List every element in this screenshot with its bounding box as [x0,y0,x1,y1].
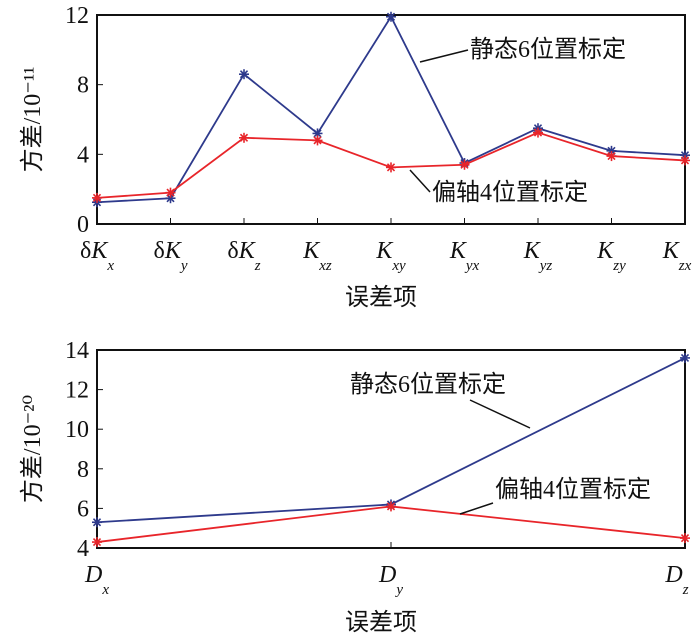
data-point [386,162,396,173]
x-tick-label: Kzy [596,238,626,274]
y-axis-label: 方差/10⁻²⁰ [19,395,46,503]
data-point [239,69,249,80]
annotation-leader [459,502,494,515]
legend-label: 偏轴4位置标定 [432,179,588,206]
chart-0 [92,11,690,225]
x-tick-label: Kyz [523,238,553,274]
series-line-1 [96,505,686,543]
data-point [680,533,690,544]
legend-label: 偏轴4位置标定 [495,476,651,503]
y-tick-label: 10 [65,417,89,443]
data-point [92,192,102,203]
data-point [312,135,323,146]
data-point [92,517,102,528]
x-axis-label: 误差项 [345,609,417,636]
y-tick-label: 12 [65,3,89,29]
data-point [92,537,102,548]
x-tick-label: Dy [378,562,403,598]
legend-label: 静态6位置标定 [350,371,506,398]
data-point [165,187,176,198]
data-point [239,132,249,143]
y-tick-label: 4 [77,142,89,168]
data-point [680,352,690,363]
chart-1 [92,349,690,549]
annotation-leader [419,49,469,63]
legend-label: 静态6位置标定 [470,36,626,63]
x-tick-label: δKz [227,238,260,274]
data-point [386,11,396,22]
y-tick-label: 12 [65,378,89,404]
y-tick-label: 4 [77,536,89,562]
data-point [386,501,396,512]
y-axis-label: 方差/10⁻¹¹ [19,67,46,173]
y-tick-label: 14 [65,338,89,364]
y-tick-label: 6 [77,496,89,522]
x-tick-label: Kxz [302,238,332,274]
x-tick-label: δKx [80,238,114,274]
x-tick-label: δKy [154,238,188,274]
annotation-leader [409,169,431,193]
data-point [533,127,543,138]
x-tick-label: Dz [664,562,688,598]
data-point [606,151,617,162]
y-tick-label: 8 [77,457,89,483]
data-point [459,159,470,170]
x-tick-label: Kxy [375,238,406,274]
x-tick-label: Dx [84,562,109,598]
annotation-leader [469,399,531,429]
y-tick-label: 0 [77,212,89,238]
data-point [680,155,690,166]
x-tick-label: Kzx [662,238,692,274]
x-tick-label: Kyx [449,238,480,274]
y-tick-label: 8 [77,73,89,99]
x-axis-label: 误差项 [345,284,417,311]
